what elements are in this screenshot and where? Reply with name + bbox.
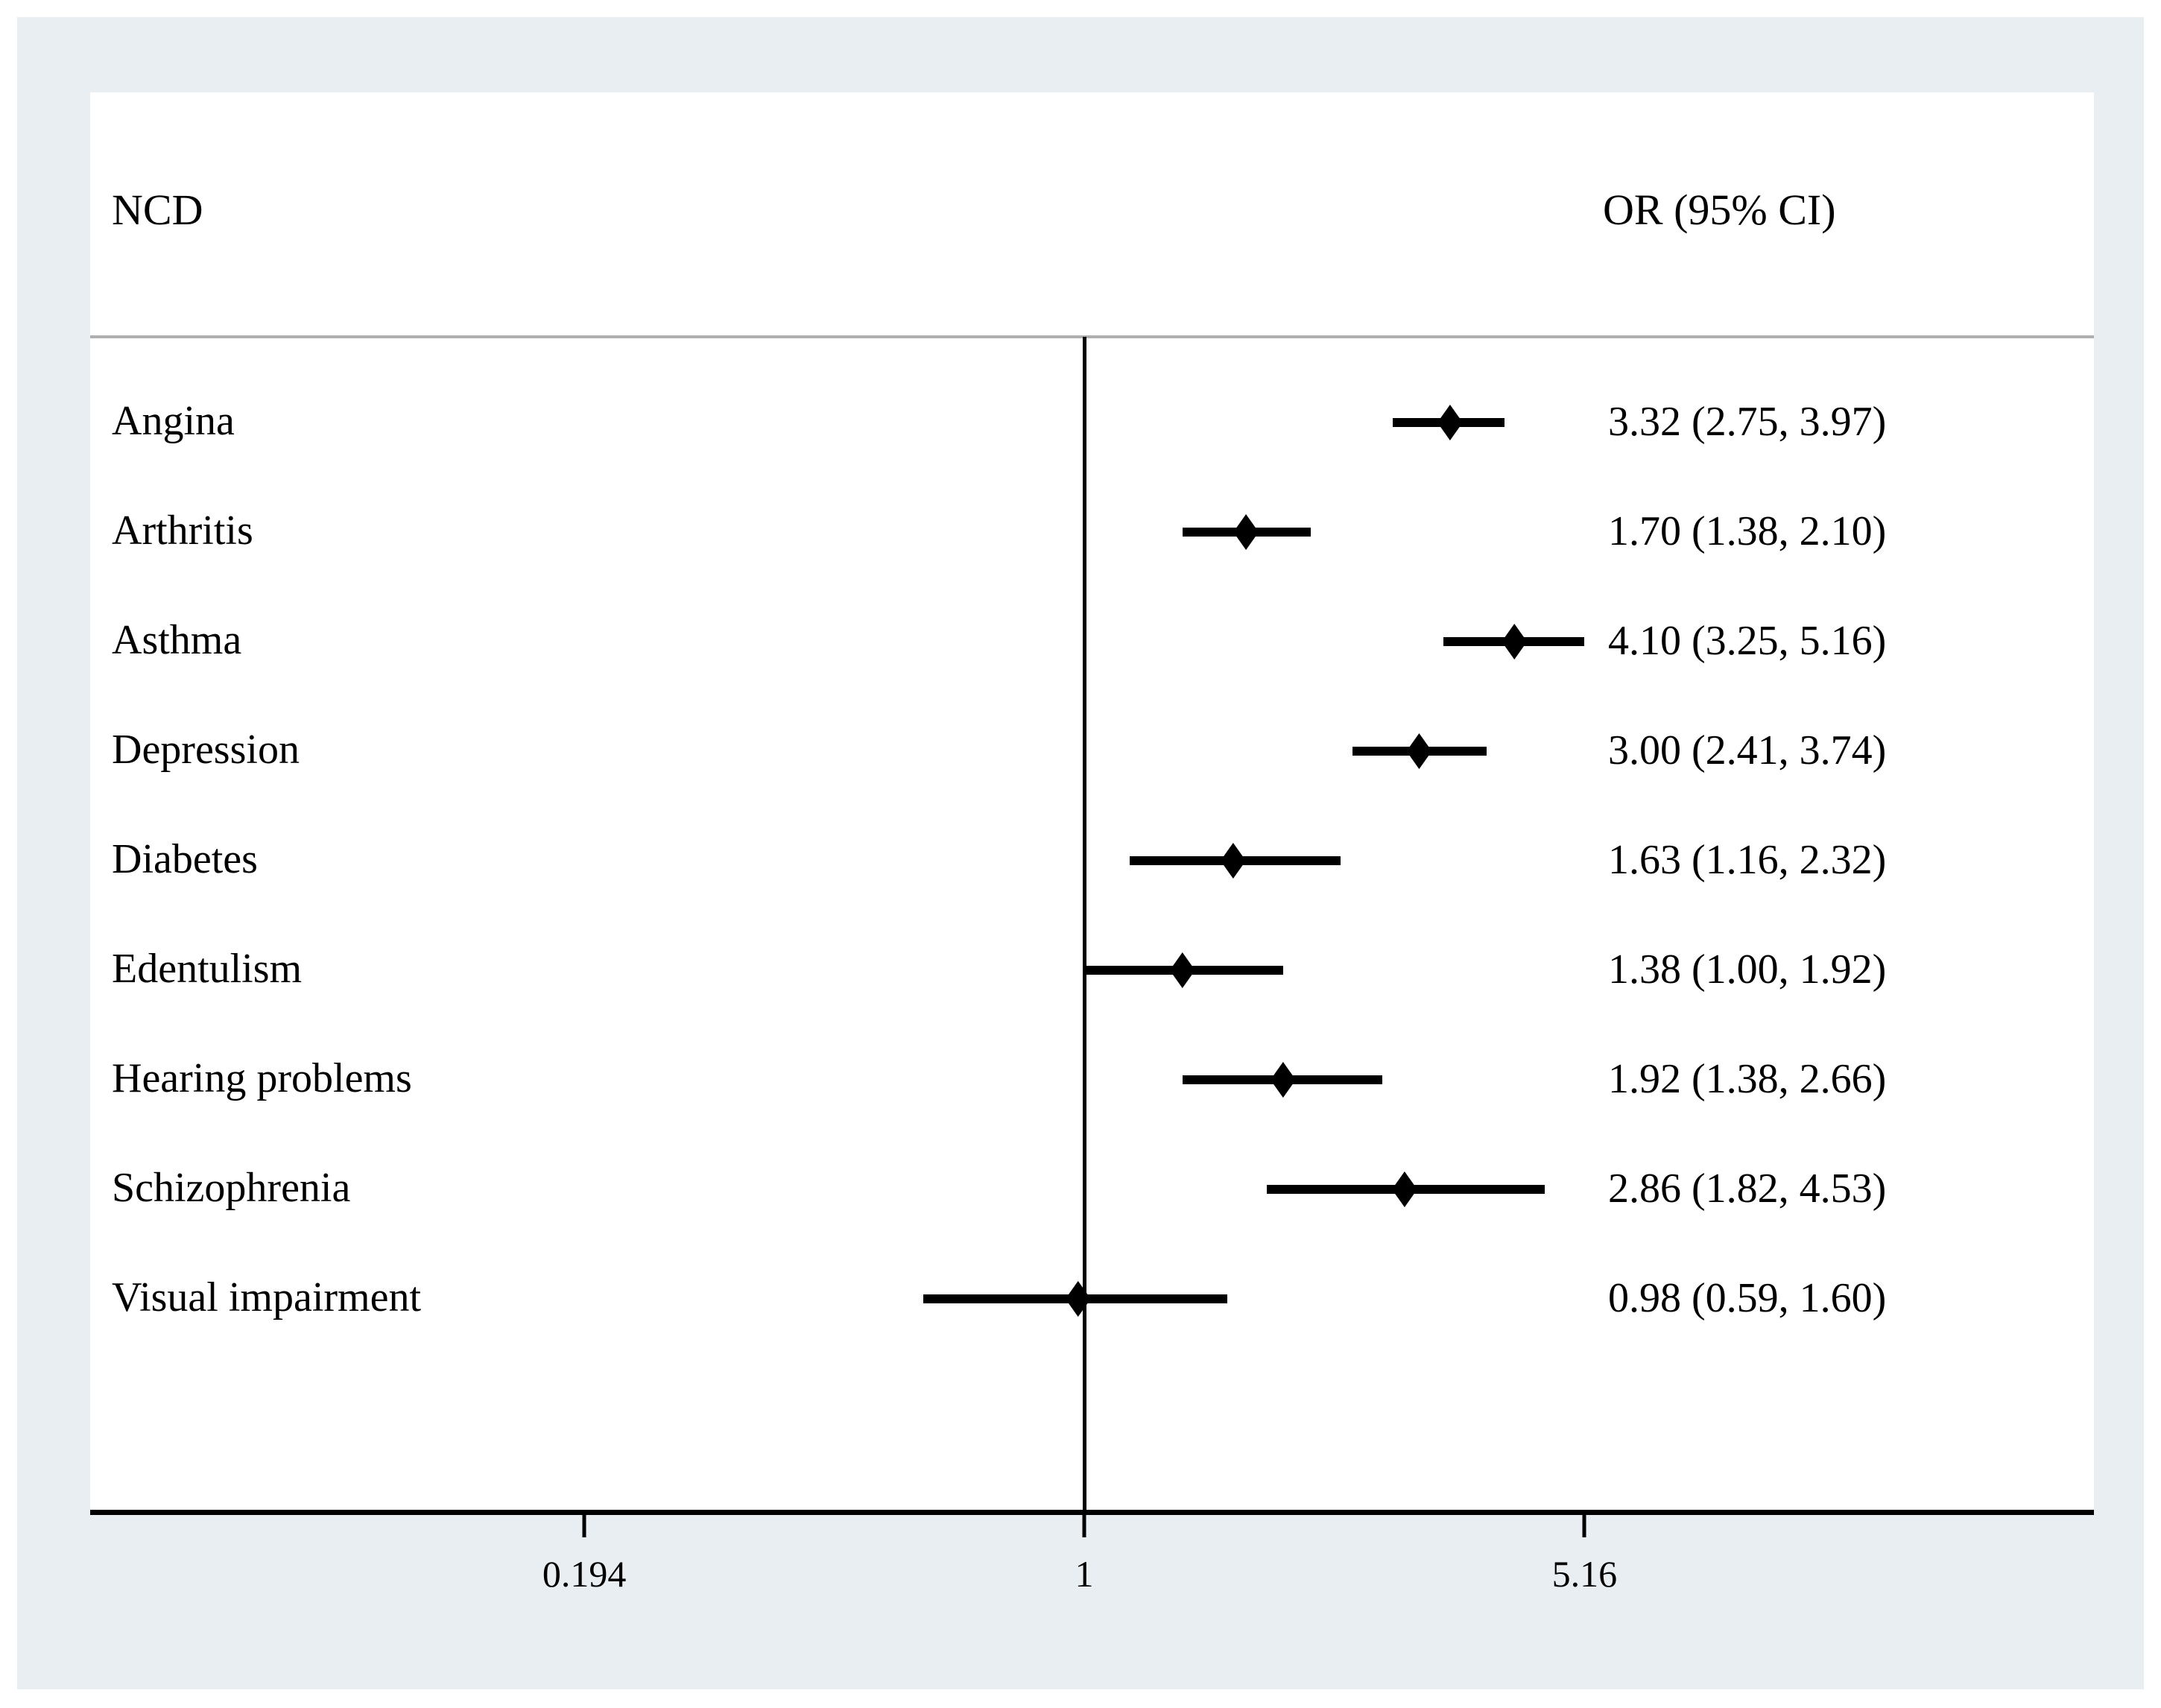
or-ci-value: 1.92 (1.38, 2.66)	[1608, 1055, 1887, 1102]
or-ci-value: 4.10 (3.25, 5.16)	[1608, 617, 1887, 664]
column-header-or-ci: OR (95% CI)	[1603, 186, 1836, 234]
x-tick-mark	[1582, 1515, 1586, 1537]
or-ci-value: 1.70 (1.38, 2.10)	[1608, 507, 1887, 554]
or-ci-value: 1.63 (1.16, 2.32)	[1608, 836, 1887, 883]
x-axis-line	[90, 1510, 2094, 1515]
null-reference-line	[1083, 337, 1086, 1513]
plot-area	[90, 92, 2094, 1513]
or-ci-value: 1.38 (1.00, 1.92)	[1608, 946, 1887, 993]
row-label: Asthma	[112, 616, 242, 663]
x-tick-mark	[1082, 1515, 1086, 1537]
or-ci-value: 3.32 (2.75, 3.97)	[1608, 398, 1887, 445]
x-tick-label: 0.194	[542, 1553, 627, 1595]
or-ci-value: 2.86 (1.82, 4.53)	[1608, 1165, 1887, 1212]
column-header-ncd: NCD	[112, 186, 203, 234]
row-label: Edentulism	[112, 945, 303, 992]
row-label: Angina	[112, 397, 235, 444]
row-label: Schizophrenia	[112, 1164, 351, 1211]
header-separator-line	[90, 335, 2094, 338]
or-ci-value: 0.98 (0.59, 1.60)	[1608, 1274, 1887, 1321]
row-label: Diabetes	[112, 835, 258, 882]
row-label: Hearing problems	[112, 1054, 412, 1101]
x-tick-mark	[582, 1515, 586, 1537]
or-ci-value: 3.00 (2.41, 3.74)	[1608, 727, 1887, 774]
row-label: Depression	[112, 726, 300, 773]
x-tick-label: 5.16	[1551, 1553, 1618, 1595]
row-label: Arthritis	[112, 507, 253, 554]
row-label: Visual impairment	[112, 1274, 421, 1320]
x-tick-label: 1	[1075, 1553, 1094, 1595]
